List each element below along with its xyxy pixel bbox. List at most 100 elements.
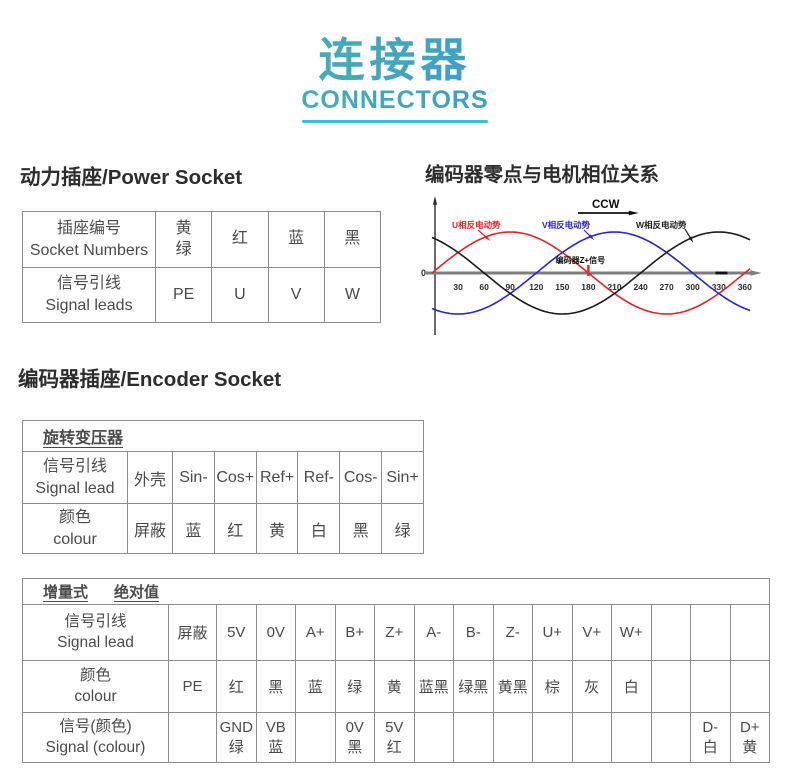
svg-text:330: 330 <box>712 282 726 292</box>
label-zh: 信号引线 <box>56 275 121 293</box>
table-cell: W <box>323 267 382 323</box>
table-cell <box>168 712 217 763</box>
table-row: 信号引线 Signal leads PE U V W <box>22 267 382 323</box>
table-row: 插座编号 Socket Numbers 黄 绿 红 蓝 黑 <box>22 211 382 268</box>
table-cell <box>532 712 573 763</box>
table-cell: V+ <box>571 604 612 661</box>
table-cell: 0V <box>255 604 296 661</box>
resolver-table-title: 旋转变压器 <box>22 420 424 452</box>
table-cell: W+ <box>611 604 652 661</box>
svg-text:V相反电动势: V相反电动势 <box>542 220 591 230</box>
label-zh: 信号(颜色) <box>59 717 132 735</box>
label-zh: 颜色 <box>58 508 91 526</box>
table-cell <box>650 604 691 661</box>
row-label: 颜色 colour <box>22 660 169 713</box>
table-cell: B- <box>453 604 494 661</box>
svg-text:0: 0 <box>421 268 426 278</box>
phase-chart-heading: 编码器零点与电机相位关系 <box>425 164 660 186</box>
table-cell: 黑 <box>255 660 296 713</box>
power-socket-heading: 动力插座/Power Socket <box>20 166 243 189</box>
table-cell: 黄 绿 <box>154 211 213 268</box>
row-label: 信号(颜色) Signal (colour) <box>22 712 169 763</box>
table-cell: Ref+ <box>255 451 299 504</box>
label-zh: 插座编号 <box>56 219 121 237</box>
table-cell: 外壳 <box>127 451 173 504</box>
table-row: 颜色 colour PE 红 黑 蓝 绿 黄 蓝黑 绿黑 黄黑 棕 灰 白 <box>22 660 770 713</box>
table-header-row: 增量式 绝对值 <box>22 578 770 605</box>
table-cell: VB 蓝 <box>255 712 296 763</box>
label-en: Signal (colour) <box>45 738 146 756</box>
absolute-title-text: 绝对值 <box>114 584 160 601</box>
table-cell: 蓝 <box>295 660 336 713</box>
phase-chart-container: 0 30 60 90 120 150 180 210 240 270 300 330 360 U相反电动势… <box>420 192 776 346</box>
svg-text:90: 90 <box>505 282 515 292</box>
label-zh: 颜色 <box>79 666 111 684</box>
table-cell: Sin- <box>172 451 215 504</box>
table-cell: Ref- <box>297 451 341 504</box>
table-row: 颜色 colour 屏蔽 蓝 红 黄 白 黑 绿 <box>22 503 424 554</box>
page-subtitle: CONNECTORS <box>0 86 790 115</box>
table-cell <box>729 604 770 661</box>
title-underline <box>302 120 488 123</box>
table-cell: Z+ <box>374 604 415 661</box>
table-cell: Cos+ <box>213 451 257 504</box>
table-cell <box>295 712 336 763</box>
table-cell <box>453 712 494 763</box>
table-cell: D- 白 <box>690 712 731 763</box>
table-cell: PE <box>168 660 217 713</box>
svg-text:270: 270 <box>660 282 674 292</box>
incremental-table-title: 增量式 绝对值 <box>22 578 770 605</box>
table-cell: D+ 黄 <box>729 712 770 763</box>
svg-text:120: 120 <box>529 282 543 292</box>
row-label: 颜色 colour <box>22 503 128 554</box>
table-cell <box>729 660 770 713</box>
table-cell: U+ <box>532 604 573 661</box>
encoder-socket-heading: 编码器插座/Encoder Socket <box>18 368 282 391</box>
table-cell: B+ <box>334 604 375 661</box>
label-en: Signal lead <box>57 633 134 651</box>
table-cell: 0V 黑 <box>334 712 375 763</box>
table-cell: 绿黑 <box>453 660 494 713</box>
svg-text:240: 240 <box>634 282 648 292</box>
table-cell: 灰 <box>571 660 612 713</box>
table-cell: 绿 <box>334 660 375 713</box>
svg-text:360: 360 <box>738 282 752 292</box>
table-cell: 黑 <box>323 211 382 268</box>
svg-text:180: 180 <box>581 282 595 292</box>
label-en: colour <box>53 530 97 548</box>
table-cell: GND 绿 <box>216 712 257 763</box>
table-header-row: 旋转变压器 <box>22 420 424 452</box>
row-label: 信号引线 Signal leads <box>22 267 156 323</box>
table-cell <box>650 712 691 763</box>
table-cell: 红 <box>211 211 269 268</box>
table-cell <box>413 712 454 763</box>
resolver-table: 旋转变压器 信号引线 Signal lead 外壳 Sin- Cos+ Ref+… <box>22 420 424 554</box>
resolver-title-text: 旋转变压器 <box>43 430 124 447</box>
table-cell: A- <box>413 604 454 661</box>
row-label: 信号引线 Signal lead <box>22 451 128 504</box>
table-cell: A+ <box>295 604 336 661</box>
table-cell: Z- <box>492 604 533 661</box>
table-cell: 黑 <box>339 503 383 554</box>
label-en: colour <box>74 687 117 705</box>
label-en: Signal lead <box>35 479 115 497</box>
svg-text:300: 300 <box>686 282 700 292</box>
table-cell: 红 <box>213 503 257 554</box>
power-socket-table: 插座编号 Socket Numbers 黄 绿 红 蓝 黑 信号引线 Signa… <box>22 211 382 323</box>
table-cell: Cos- <box>339 451 383 504</box>
table-row: 信号引线 Signal lead 屏蔽 5V 0V A+ B+ Z+ A- B-… <box>22 604 770 661</box>
page-title: 连接器 <box>0 24 790 90</box>
svg-text:30: 30 <box>453 282 463 292</box>
svg-text:W相反电动势: W相反电动势 <box>636 220 687 230</box>
row-label: 信号引线 Signal lead <box>22 604 169 661</box>
table-cell: 黄黑 <box>492 660 533 713</box>
label-en: Socket Numbers <box>29 241 149 259</box>
table-cell: 白 <box>297 503 341 554</box>
label-en: Signal leads <box>45 297 133 314</box>
table-cell: 蓝黑 <box>413 660 454 713</box>
table-cell <box>611 712 652 763</box>
table-cell: 蓝 <box>172 503 215 554</box>
table-cell: 红 <box>216 660 257 713</box>
table-cell <box>690 604 731 661</box>
